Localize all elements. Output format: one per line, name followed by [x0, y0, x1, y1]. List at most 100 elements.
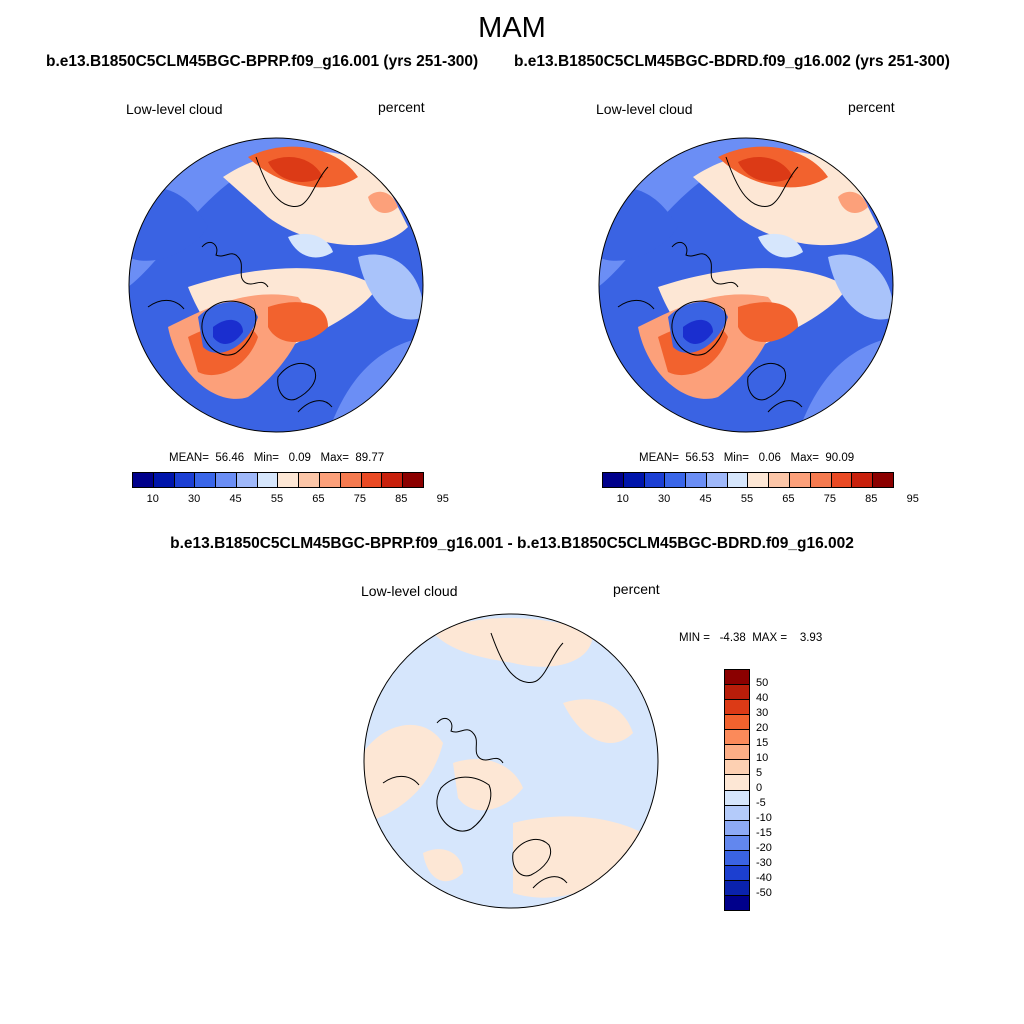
- difference-units-label: percent: [613, 581, 660, 597]
- colorbar-swatch: [686, 473, 707, 487]
- colorbar-tick-label: 30: [658, 493, 671, 505]
- max-value: 89.77: [355, 452, 385, 464]
- panel-2-case-title: b.e13.B1850C5CLM45BGC-BDRD.f09_g16.002 (…: [514, 53, 950, 70]
- panel-1-polar-map: [128, 137, 424, 433]
- colorbar-swatch: [725, 850, 749, 866]
- colorbar-swatch: [790, 473, 811, 487]
- colorbar-swatch: [153, 473, 175, 487]
- map-field-red-north: [268, 157, 323, 182]
- colorbar-tick-label: -50: [756, 887, 772, 899]
- map-field-siberia-light: [358, 254, 423, 320]
- colorbar-tick-label: -30: [756, 857, 772, 869]
- difference-title: b.e13.B1850C5CLM45BGC-BPRP.f09_g16.001 -…: [170, 535, 854, 552]
- colorbar-swatch: [725, 895, 749, 910]
- colorbar-tick-label: 30: [188, 493, 201, 505]
- colorbar-tick-label: 75: [823, 493, 836, 505]
- colorbar-swatch: [382, 473, 404, 487]
- colorbar-tick-label: -10: [756, 812, 772, 824]
- min-label: MIN =: [679, 632, 710, 644]
- colorbar-tick-label: 95: [436, 493, 449, 505]
- panel-2-colorbar: [602, 472, 894, 488]
- colorbar-tick-label: 50: [756, 677, 769, 689]
- colorbar-swatch: [174, 473, 196, 487]
- panel-2-stats: MEAN= 56.53 Min= 0.06 Max= 90.09: [639, 452, 854, 464]
- colorbar-swatch: [340, 473, 362, 487]
- map-field-siberia-orange: [368, 191, 398, 213]
- colorbar-swatch: [810, 473, 832, 487]
- panel-1-colorbar: [132, 472, 424, 488]
- map-field-greenland-deep: [683, 319, 713, 344]
- colorbar-tick-label: -20: [756, 842, 772, 854]
- map-field-pale-orange-north: [433, 618, 593, 667]
- colorbar-swatch: [831, 473, 853, 487]
- difference-colorbar: [724, 669, 750, 911]
- max-label: MAX =: [752, 632, 788, 644]
- max-value: 90.09: [825, 452, 855, 464]
- colorbar-swatch: [725, 820, 749, 836]
- colorbar-tick-label: 10: [756, 752, 769, 764]
- colorbar-swatch: [403, 473, 423, 487]
- colorbar-swatch: [299, 473, 321, 487]
- min-label: Min=: [253, 452, 279, 464]
- mean-value: 56.46: [215, 452, 245, 464]
- map-field-pale-orange-sw: [423, 849, 463, 882]
- colorbar-tick-label: 5: [756, 767, 763, 779]
- max-value: 3.93: [799, 632, 823, 644]
- colorbar-swatch: [769, 473, 791, 487]
- colorbar-tick-label: 15: [756, 737, 769, 749]
- colorbar-tick-label: 20: [756, 722, 769, 734]
- map-field-pale-orange: [223, 150, 408, 246]
- panel-1-variable-label: Low-level cloud: [126, 101, 223, 117]
- colorbar-swatch: [725, 685, 749, 701]
- panel-1-units-label: percent: [378, 99, 425, 115]
- map-field-siberia-light: [828, 254, 893, 320]
- colorbar-swatch: [725, 880, 749, 896]
- mean-label: MEAN=: [639, 452, 679, 464]
- panel-1-stats: MEAN= 56.46 Min= 0.09 Max= 89.77: [169, 452, 384, 464]
- colorbar-swatch: [195, 473, 217, 487]
- colorbar-swatch: [725, 700, 749, 716]
- colorbar-tick-label: 10: [616, 493, 629, 505]
- colorbar-swatch: [133, 473, 154, 487]
- difference-stats: MIN = -4.38 MAX = 3.93: [679, 632, 822, 644]
- colorbar-tick-label: -40: [756, 872, 772, 884]
- colorbar-tick-label: 10: [146, 493, 159, 505]
- colorbar-swatch: [257, 473, 279, 487]
- colorbar-swatch: [603, 473, 624, 487]
- min-value: 0.06: [758, 452, 781, 464]
- colorbar-swatch: [278, 473, 300, 487]
- colorbar-swatch: [725, 730, 749, 746]
- map-field-siberia-orange: [838, 191, 868, 213]
- colorbar-swatch: [644, 473, 666, 487]
- map-field-pale-orange-south: [513, 816, 643, 898]
- panel-2-coastlines: [617, 156, 803, 413]
- map-boundary: [598, 137, 894, 433]
- colorbar-swatch: [748, 473, 770, 487]
- colorbar-swatch: [727, 473, 749, 487]
- colorbar-tick-label: -15: [756, 827, 772, 839]
- colorbar-swatch: [725, 865, 749, 881]
- colorbar-tick-label: 0: [756, 782, 763, 794]
- colorbar-swatch: [725, 715, 749, 731]
- max-label: Max=: [790, 452, 819, 464]
- colorbar-tick-label: 30: [756, 707, 769, 719]
- map-boundary: [363, 613, 659, 909]
- max-label: Max=: [320, 452, 349, 464]
- colorbar-swatch: [725, 745, 749, 761]
- colorbar-swatch: [725, 760, 749, 776]
- panel-2-units-label: percent: [848, 99, 895, 115]
- map-boundary: [128, 137, 424, 433]
- map-field-red-orange-ridge: [738, 302, 798, 342]
- map-field-pale-orange: [693, 150, 878, 246]
- colorbar-tick-label: 95: [906, 493, 919, 505]
- page-title: MAM: [478, 12, 546, 44]
- colorbar-swatch: [216, 473, 237, 487]
- panel-1-case-title: b.e13.B1850C5CLM45BGC-BPRP.f09_g16.001 (…: [46, 53, 479, 70]
- colorbar-tick-label: 85: [865, 493, 878, 505]
- mean-label: MEAN=: [169, 452, 209, 464]
- colorbar-swatch: [706, 473, 728, 487]
- colorbar-swatch: [725, 775, 749, 791]
- min-value: -4.38: [719, 632, 746, 644]
- map-field-arctic-pale: [288, 233, 333, 258]
- colorbar-tick-label: 65: [312, 493, 325, 505]
